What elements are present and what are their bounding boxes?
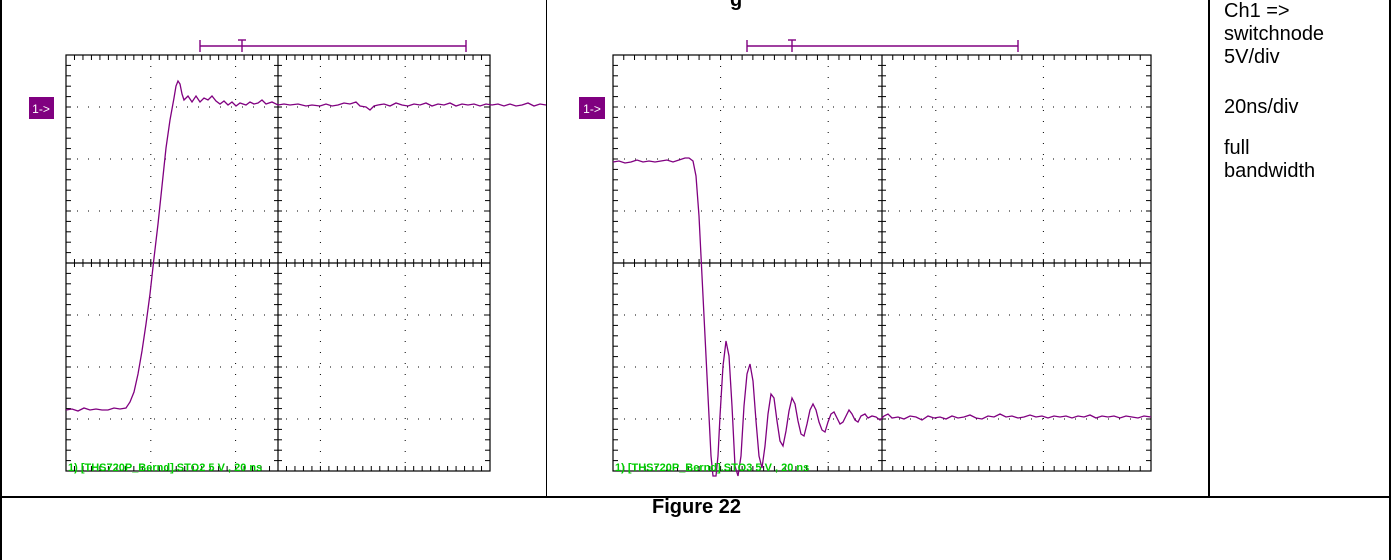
scope-left: 1-> 1) [THS720P_Bernd].STO2 5 V , 20 ns: [10, 36, 546, 494]
scope-left-footer: 1) [THS720P_Bernd].STO2 5 V , 20 ns: [68, 462, 262, 474]
notes-bandwidth-line-1: full: [1224, 137, 1250, 159]
table-border-right: [1389, 0, 1391, 560]
table-row-divider: [0, 496, 1391, 498]
channel-1-marker-label: 1->: [32, 102, 50, 116]
channel-1-marker-label: 1->: [583, 102, 601, 116]
waveform-rising-edge: [65, 79, 546, 412]
trigger-bar: [746, 39, 1019, 52]
notes-timebase: 20ns/div: [1224, 96, 1299, 118]
channel-1-marker: 1->: [29, 97, 54, 119]
notes-bandwidth-line-2: bandwidth: [1224, 160, 1316, 182]
scope-right-plot: 1-> 1) [THS720P_Bernd].STO3 5 V , 20 ns: [579, 39, 1152, 477]
cut-heading-fragment: g: [730, 0, 743, 11]
scope-settings-notes: Ch1 => switchnode 5V/div 20ns/div full b…: [1224, 0, 1389, 183]
figure-caption: Figure 22: [652, 496, 741, 518]
notes-channel-line-1: Ch1 =>: [1224, 0, 1290, 22]
scope-right-footer: 1) [THS720P_Bernd].STO3 5 V , 20 ns: [615, 462, 809, 474]
table-border-left: [0, 0, 2, 560]
channel-1-marker: 1->: [579, 97, 605, 119]
trigger-bar: [199, 39, 467, 52]
table-col-divider-1: [546, 0, 547, 496]
scope-left-plot: 1-> 1) [THS720P_Bernd].STO2 5 V , 20 ns: [29, 39, 546, 474]
notes-channel-line-3: 5V/div: [1224, 46, 1280, 68]
scope-right: 1-> 1) [THS720P_Bernd].STO3 5 V , 20 ns: [554, 36, 1154, 494]
notes-channel-line-2: switchnode: [1224, 23, 1325, 45]
table-col-divider-2: [1208, 0, 1210, 496]
waveform-falling-edge-ringing: [612, 157, 1152, 477]
